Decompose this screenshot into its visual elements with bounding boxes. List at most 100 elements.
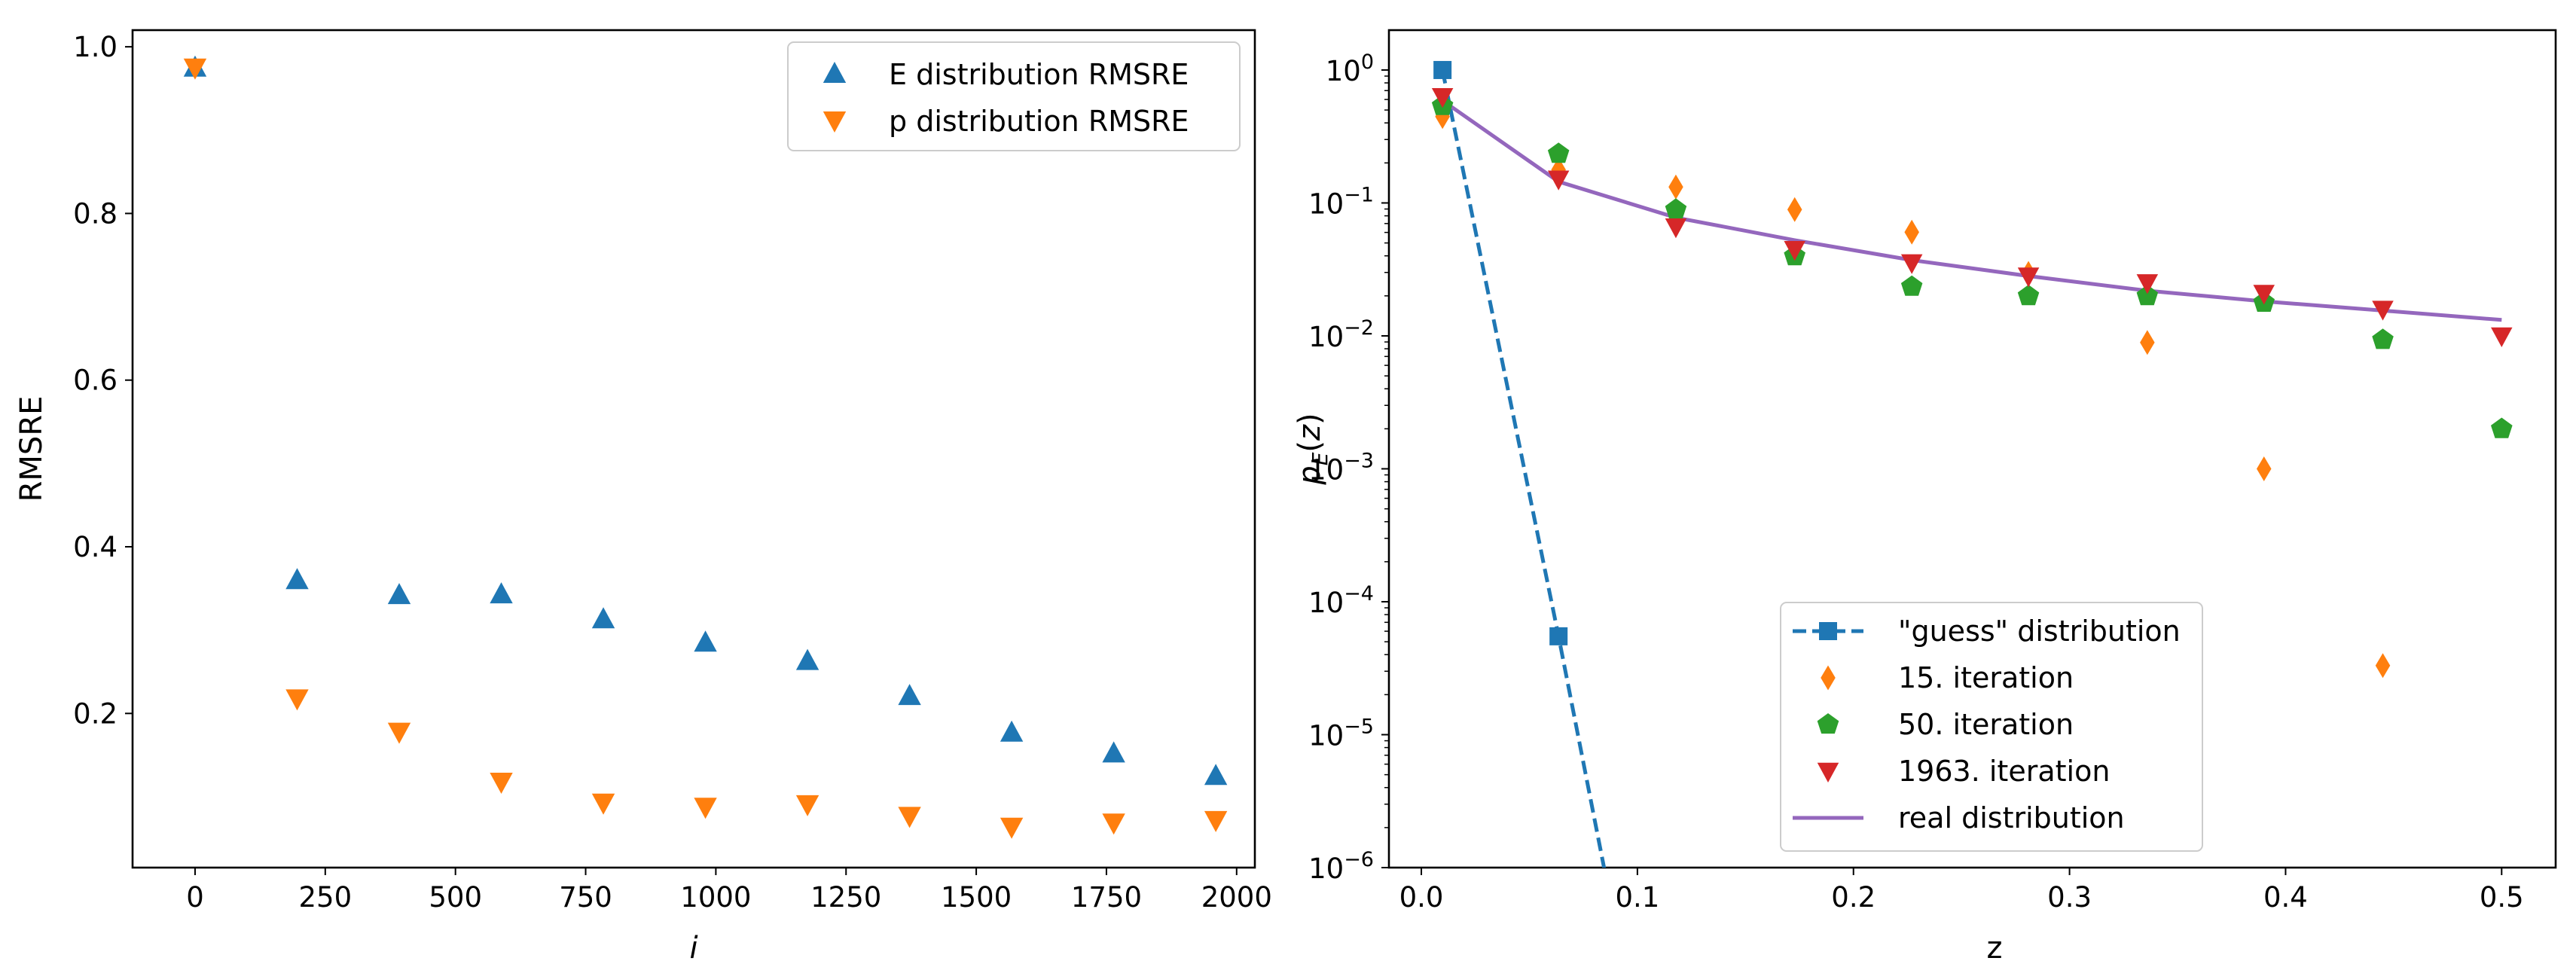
left-y-tick-label: 0.2 xyxy=(73,697,118,730)
right-series-1-point xyxy=(2375,653,2391,679)
right-x-axis-label: z xyxy=(1987,931,2003,964)
right-series-0-point xyxy=(1433,60,1452,79)
right-series-1 xyxy=(1435,104,2391,679)
right-y-tick-label: 10−1 xyxy=(1308,183,1374,220)
left-series-0-point xyxy=(591,607,615,629)
left-series-1-point xyxy=(694,798,717,819)
legend-label-50-iteration: 50. iteration xyxy=(1898,708,2074,741)
right-series-2 xyxy=(1431,94,2513,438)
left-x-tick-label: 2000 xyxy=(1201,881,1272,914)
left-y-tick-label: 0.6 xyxy=(73,365,118,397)
right-series-3-point xyxy=(2253,285,2275,305)
right-x-tick-label: 0.5 xyxy=(2480,881,2524,914)
right-series-2-point xyxy=(1900,275,1923,296)
right-y-tick-label: 10−2 xyxy=(1308,316,1374,353)
left-x-tick-label: 1250 xyxy=(810,881,881,914)
legend-label-guess: "guess" distribution xyxy=(1898,615,2181,648)
right-x-tick-label: 0.3 xyxy=(2047,881,2092,914)
left-x-tick-label: 0 xyxy=(186,881,204,914)
legend-marker-guess xyxy=(1819,622,1837,640)
right-series-2-point xyxy=(2372,328,2394,349)
legend-label-15-iteration: 15. iteration xyxy=(1898,661,2074,694)
right-series-1-point xyxy=(2257,456,2272,481)
right-series-2-point xyxy=(1547,142,1570,163)
legend-label-real-distribution: real distribution xyxy=(1898,801,2125,834)
left-series-1-point xyxy=(898,807,921,828)
left-series-1 xyxy=(183,58,1228,839)
right-y-axis-label: pE(z) xyxy=(1293,413,1332,485)
right-y-tick-label: 10−5 xyxy=(1308,715,1374,752)
legend-marker-1963-iteration xyxy=(1817,762,1839,782)
left-series-1-point xyxy=(1000,817,1024,839)
right-y-tick-label: 10−6 xyxy=(1308,848,1374,885)
real-distribution-line xyxy=(1441,99,2502,322)
left-y-axis-label: RMSRE xyxy=(14,396,49,502)
right-x-tick-label: 0.4 xyxy=(2263,881,2308,914)
left-legend-box xyxy=(787,41,1241,151)
right-series-3-point xyxy=(2491,327,2513,347)
left-x-tick-label: 1000 xyxy=(680,881,751,914)
legend-marker-50-iteration xyxy=(1817,713,1839,734)
right-series-3-point xyxy=(1784,240,1805,261)
left-series-0-point xyxy=(387,583,411,605)
right-x-tick-label: 0.0 xyxy=(1399,881,1444,914)
right-plot: 0.0 0.1 0.2 0.3 0.4 0.5 100 10−1 10−2 10−3 10−4 10−… xyxy=(1293,29,2557,964)
left-series-0-point xyxy=(490,582,513,604)
left-series-0-point xyxy=(1000,720,1024,742)
right-series-1-point xyxy=(2140,330,2155,355)
left-legend: E distribution RMSRE p distribution RMSR… xyxy=(787,41,1241,151)
legend-marker-p-distribution xyxy=(823,111,847,133)
left-series-0-point xyxy=(898,684,921,706)
legend-label-p-distribution: p distribution RMSRE xyxy=(889,105,1189,138)
left-x-tick-label: 1750 xyxy=(1071,881,1142,914)
right-series-1-point xyxy=(1904,219,1919,245)
left-series-0-point xyxy=(1102,741,1125,763)
right-series-2-point xyxy=(2017,285,2040,306)
left-x-tick-label: 500 xyxy=(429,881,482,914)
left-series-1-point xyxy=(795,795,819,816)
left-series-0 xyxy=(183,55,1228,786)
left-series-1-point xyxy=(285,689,309,711)
right-series-3-point xyxy=(1431,88,1454,108)
left-series-0-point xyxy=(1204,764,1228,786)
right-series-3-point xyxy=(2017,267,2040,288)
left-y-tick-label: 0.4 xyxy=(73,531,118,563)
left-series-1-point xyxy=(1102,813,1125,835)
right-x-tick-label: 0.2 xyxy=(1831,881,1876,914)
right-series-2-point xyxy=(2136,285,2159,306)
left-series-1-point xyxy=(490,773,513,795)
left-series-1-point xyxy=(591,793,615,815)
right-legend-box xyxy=(1780,602,2203,852)
right-series-1-point xyxy=(1787,197,1802,222)
right-y-tick-label: 10−3 xyxy=(1308,449,1374,486)
right-series-0 xyxy=(1433,60,1568,645)
right-y-tick-label: 10−4 xyxy=(1308,582,1374,619)
right-x-tick-label: 0.1 xyxy=(1615,881,1659,914)
right-series-3-point xyxy=(1900,254,1923,274)
legend-marker-e-distribution xyxy=(823,62,847,83)
right-series-3-point xyxy=(2136,274,2159,294)
left-series-1-point xyxy=(183,58,207,80)
left-series-1-point xyxy=(1204,810,1228,832)
legend-marker-15-iteration xyxy=(1821,665,1836,691)
legend-label-1963-iteration: 1963. iteration xyxy=(1898,755,2110,788)
left-series-0-point xyxy=(285,568,309,590)
left-plot: 0 250 500 750 1000 1250 1500 1750 2000 0.2 0.4 0.6 0… xyxy=(14,29,1272,964)
right-series-3 xyxy=(1431,88,2513,347)
left-series-0-point xyxy=(795,648,819,670)
right-series-2-point xyxy=(2491,417,2513,438)
left-series-0-point xyxy=(694,630,717,652)
right-axes-frame xyxy=(1387,29,2557,869)
left-x-tick-label: 1500 xyxy=(941,881,1012,914)
right-series-2-point xyxy=(1665,198,1687,219)
left-x-tick-label: 750 xyxy=(559,881,612,914)
right-legend: "guess" distribution 15. iteration 50. i… xyxy=(1780,602,2203,852)
left-y-tick-label: 0.8 xyxy=(73,197,118,230)
right-series-3-point xyxy=(1665,218,1687,239)
right-series-3-point xyxy=(1547,170,1570,191)
left-y-tick-label: 1.0 xyxy=(73,31,118,63)
right-y-tick-label: 100 xyxy=(1326,50,1374,87)
right-series-1-point xyxy=(1668,174,1683,200)
legend-label-e-distribution: E distribution RMSRE xyxy=(889,58,1189,91)
